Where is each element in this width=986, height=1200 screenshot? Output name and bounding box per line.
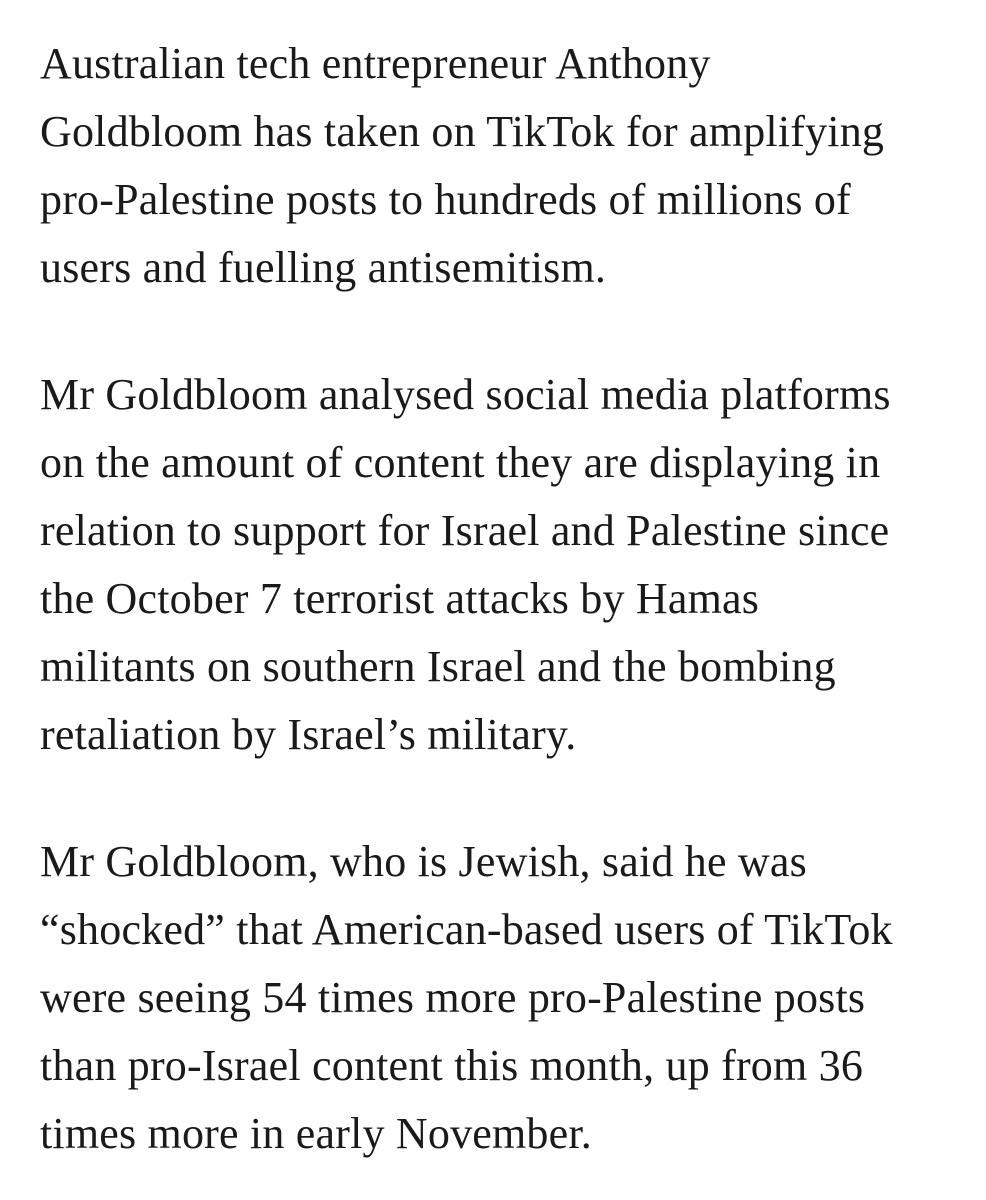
text-line: were seeing 54 times more pro-Palestine … [40, 973, 866, 1022]
paragraph: Mr Goldbloom analysed social media platf… [40, 361, 986, 769]
text-line: relation to support for Israel and Pales… [40, 506, 890, 555]
text-line: users and fuelling antisemitism. [40, 243, 607, 292]
text-line: Mr Goldbloom, who is Jewish, said he was [40, 837, 807, 886]
article-body: Australian tech entrepreneur Anthony Gol… [40, 30, 986, 1168]
text-line: on the amount of content they are displa… [40, 438, 881, 487]
text-line: pro-Palestine posts to hundreds of milli… [40, 175, 851, 224]
text-line: the October 7 terrorist attacks by Hamas [40, 574, 760, 623]
text-line: retaliation by Israel’s military. [40, 710, 577, 759]
text-line: Mr Goldbloom analysed social media platf… [40, 370, 891, 419]
text-line: than pro-Israel content this month, up f… [40, 1041, 864, 1090]
text-line: times more in early November. [40, 1109, 592, 1158]
paragraph: Australian tech entrepreneur Anthony Gol… [40, 30, 986, 302]
paragraph: Mr Goldbloom, who is Jewish, said he was… [40, 828, 986, 1168]
text-line: Australian tech entrepreneur Anthony [40, 39, 711, 88]
text-line: “shocked” that American-based users of T… [40, 905, 893, 954]
text-line: militants on southern Israel and the bom… [40, 642, 836, 691]
text-line: Goldbloom has taken on TikTok for amplif… [40, 107, 885, 156]
